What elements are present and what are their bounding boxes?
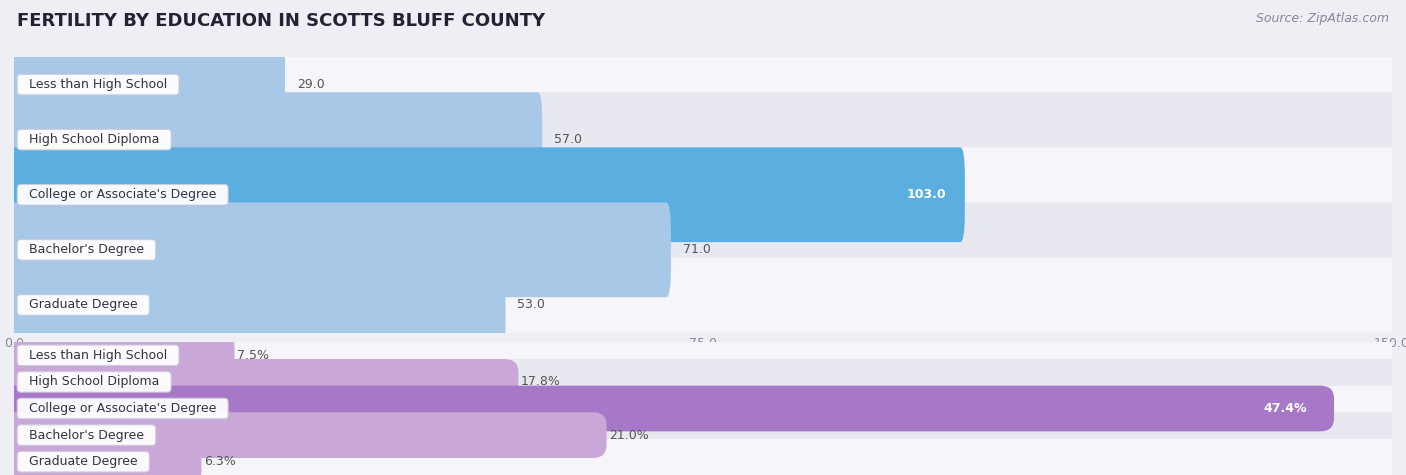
Text: 6.3%: 6.3% [204,455,236,468]
Text: 17.8%: 17.8% [522,375,561,389]
Text: High School Diploma: High School Diploma [21,133,167,146]
FancyBboxPatch shape [10,202,671,297]
FancyBboxPatch shape [0,332,235,378]
FancyBboxPatch shape [0,359,519,405]
Text: 71.0: 71.0 [683,243,710,256]
Text: Bachelor's Degree: Bachelor's Degree [21,243,152,256]
FancyBboxPatch shape [0,359,1406,405]
Text: 53.0: 53.0 [517,298,546,312]
FancyBboxPatch shape [0,332,1406,378]
Text: FERTILITY BY EDUCATION IN SCOTTS BLUFF COUNTY: FERTILITY BY EDUCATION IN SCOTTS BLUFF C… [17,12,546,30]
Text: 47.4%: 47.4% [1263,402,1306,415]
Text: College or Associate's Degree: College or Associate's Degree [21,188,225,201]
FancyBboxPatch shape [10,257,1396,352]
Text: 29.0: 29.0 [297,78,325,91]
FancyBboxPatch shape [0,412,606,458]
FancyBboxPatch shape [10,202,1396,297]
Text: Source: ZipAtlas.com: Source: ZipAtlas.com [1256,12,1389,25]
FancyBboxPatch shape [10,37,285,132]
Text: 21.0%: 21.0% [609,428,650,442]
FancyBboxPatch shape [0,439,1406,475]
Text: 103.0: 103.0 [907,188,946,201]
FancyBboxPatch shape [10,37,1396,132]
FancyBboxPatch shape [0,386,1406,431]
Text: 57.0: 57.0 [554,133,582,146]
FancyBboxPatch shape [10,92,543,187]
FancyBboxPatch shape [10,147,1396,242]
Text: High School Diploma: High School Diploma [21,375,167,389]
FancyBboxPatch shape [10,92,1396,187]
FancyBboxPatch shape [10,147,965,242]
FancyBboxPatch shape [10,257,506,352]
Text: College or Associate's Degree: College or Associate's Degree [21,402,225,415]
FancyBboxPatch shape [0,412,1406,458]
Text: Less than High School: Less than High School [21,349,176,362]
Text: Less than High School: Less than High School [21,78,176,91]
Text: 7.5%: 7.5% [238,349,270,362]
Text: Graduate Degree: Graduate Degree [21,455,146,468]
Text: Graduate Degree: Graduate Degree [21,298,146,312]
Text: Bachelor's Degree: Bachelor's Degree [21,428,152,442]
FancyBboxPatch shape [0,386,1334,431]
FancyBboxPatch shape [0,439,201,475]
